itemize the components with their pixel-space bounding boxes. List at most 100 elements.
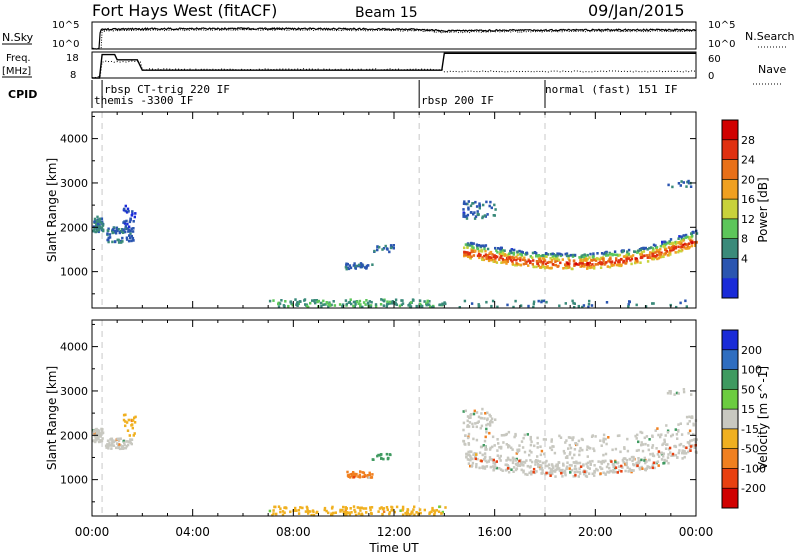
scatter-point bbox=[679, 442, 683, 446]
scatter-point bbox=[599, 472, 602, 475]
scatter-point bbox=[681, 457, 684, 460]
scatter-point bbox=[475, 411, 479, 414]
scatter-point bbox=[296, 300, 299, 304]
scatter-point bbox=[672, 246, 675, 250]
scatter-point bbox=[538, 460, 542, 463]
scatter-point bbox=[279, 510, 282, 514]
scatter-point bbox=[312, 514, 316, 517]
scatter-point bbox=[522, 469, 525, 473]
scatter-point bbox=[680, 237, 683, 241]
scatter-point bbox=[571, 299, 574, 303]
scatter-point bbox=[489, 465, 492, 469]
scatter-point bbox=[682, 234, 685, 237]
scatter-point bbox=[517, 449, 521, 452]
scatter-point bbox=[629, 259, 632, 262]
scatter-point bbox=[573, 471, 576, 474]
scatter-point bbox=[624, 462, 627, 466]
scatter-point bbox=[660, 458, 664, 461]
scatter-point bbox=[413, 505, 416, 509]
scatter-point bbox=[473, 211, 476, 214]
scatter-point bbox=[322, 299, 325, 303]
scatter-point bbox=[682, 445, 685, 448]
scatter-point bbox=[541, 461, 545, 465]
scatter-point bbox=[578, 262, 581, 265]
scatter-point bbox=[618, 469, 621, 472]
scatter-point bbox=[680, 245, 683, 248]
scatter-point bbox=[682, 452, 686, 455]
scatter-point bbox=[92, 225, 96, 228]
scatter-point bbox=[585, 448, 589, 451]
scatter-point bbox=[535, 260, 539, 263]
scatter-point bbox=[614, 460, 617, 464]
nsearch-label: N.Search bbox=[745, 30, 795, 43]
scatter-point bbox=[573, 302, 576, 305]
scatter-point bbox=[519, 263, 522, 267]
scatter-point bbox=[532, 259, 535, 262]
scatter-point bbox=[98, 217, 102, 221]
scatter-point bbox=[581, 264, 584, 268]
scatter-point bbox=[659, 435, 662, 439]
scatter-point bbox=[111, 240, 114, 244]
power-background bbox=[92, 112, 696, 308]
scatter-point bbox=[418, 508, 422, 511]
scatter-point bbox=[562, 471, 565, 474]
scatter-point bbox=[686, 450, 690, 454]
scatter-point bbox=[579, 446, 582, 450]
scatter-point bbox=[593, 267, 596, 270]
scatter-point bbox=[388, 250, 391, 254]
scatter-point bbox=[481, 407, 484, 411]
scatter-point bbox=[478, 202, 481, 205]
scatter-point bbox=[123, 441, 126, 445]
scatter-point bbox=[561, 475, 564, 478]
scatter-point bbox=[599, 439, 602, 442]
scatter-point bbox=[358, 473, 361, 477]
scatter-point bbox=[565, 252, 569, 255]
scatter-point bbox=[584, 474, 588, 478]
scatter-point bbox=[672, 245, 675, 248]
nave-series-line bbox=[91, 60, 696, 79]
plot-title: Fort Hays West (fitACF) bbox=[92, 1, 277, 20]
scatter-point bbox=[539, 467, 542, 471]
scatter-point bbox=[114, 231, 118, 235]
scatter-point bbox=[289, 300, 293, 303]
scatter-point bbox=[695, 232, 699, 235]
freq-series-line bbox=[92, 52, 696, 79]
scatter-point bbox=[574, 442, 578, 445]
scatter-point bbox=[486, 254, 490, 257]
scatter-point bbox=[468, 256, 472, 259]
scatter-point bbox=[645, 254, 649, 257]
scatter-point bbox=[564, 441, 567, 444]
scatter-point bbox=[565, 265, 568, 268]
colorbar-tick-label: 50 bbox=[741, 383, 755, 396]
scatter-point bbox=[690, 439, 694, 442]
scatter-point bbox=[515, 457, 518, 461]
scatter-point bbox=[637, 457, 640, 460]
scatter-point bbox=[627, 305, 630, 308]
scatter-point bbox=[485, 200, 488, 204]
scatter-point bbox=[567, 447, 570, 450]
scatter-point bbox=[478, 206, 481, 210]
scatter-point bbox=[506, 467, 510, 470]
scatter-point bbox=[640, 465, 643, 469]
scatter-point bbox=[485, 256, 488, 259]
scatter-point bbox=[565, 467, 568, 471]
scatter-point bbox=[601, 459, 604, 463]
scatter-point bbox=[376, 245, 379, 248]
scatter-point bbox=[546, 464, 549, 468]
scatter-point bbox=[362, 301, 366, 304]
scatter-point bbox=[602, 259, 605, 263]
power-scale-label: Power [dB] bbox=[756, 177, 770, 242]
scatter-point bbox=[586, 262, 589, 265]
scatter-point bbox=[355, 300, 359, 304]
scatter-point bbox=[664, 434, 667, 437]
scatter-point bbox=[467, 432, 471, 436]
scatter-point bbox=[558, 467, 561, 470]
colorbar-tick-label: -100 bbox=[741, 462, 766, 475]
scatter-point bbox=[127, 210, 130, 213]
scatter-point bbox=[125, 236, 129, 240]
scatter-point bbox=[529, 443, 533, 447]
scatter-point bbox=[521, 251, 524, 254]
scatter-point bbox=[594, 263, 597, 266]
scatter-point bbox=[480, 412, 483, 415]
scatter-point bbox=[679, 184, 682, 187]
